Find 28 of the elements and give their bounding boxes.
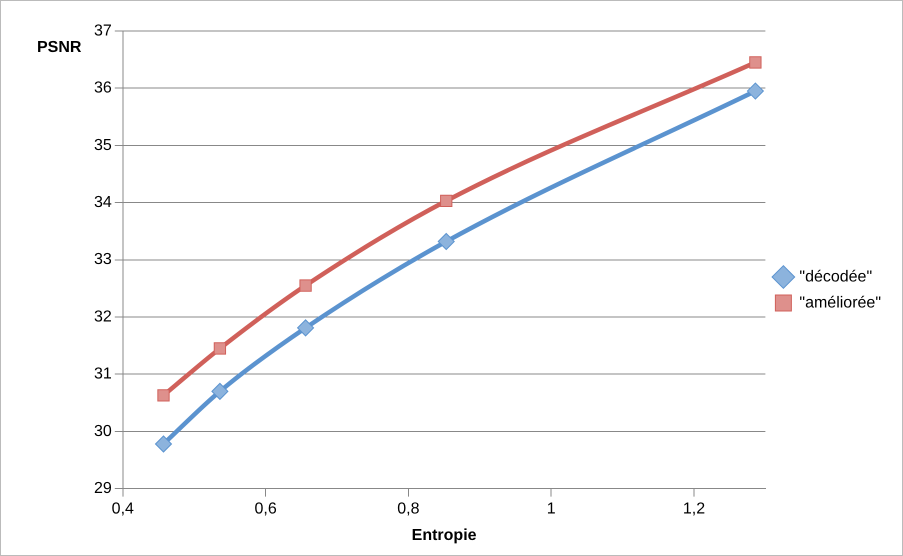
y-tick-label: 36 — [94, 80, 112, 97]
point — [440, 194, 452, 208]
x-tick-label: 1 — [546, 500, 556, 518]
point — [297, 319, 314, 336]
point — [157, 389, 170, 402]
y-tick-label: 33 — [94, 251, 112, 268]
legend-label: "décodée" — [799, 268, 872, 286]
y-tick-label: 34 — [94, 194, 112, 212]
legend-label: "améliorée" — [799, 294, 882, 312]
y-tick-label: 31 — [94, 366, 112, 383]
point — [299, 279, 312, 292]
y-tick-label: 32 — [94, 308, 112, 326]
y-tick-label: 35 — [94, 136, 112, 154]
y-tick-label: 30 — [94, 422, 112, 440]
point — [211, 382, 228, 400]
y-axis-title: PSNR — [37, 39, 82, 57]
y-tick-label: 29 — [94, 480, 112, 498]
y-tick-label: 37 — [94, 22, 112, 40]
point — [438, 232, 455, 250]
x-tick-label: 1,2 — [682, 500, 706, 518]
x-tick-label: 0,8 — [397, 500, 420, 518]
x-tick-label: 0,6 — [254, 500, 277, 518]
x-tick-label: 0,4 — [112, 500, 134, 518]
point — [749, 56, 762, 69]
x-axis-title: Entropie — [412, 526, 477, 544]
point — [214, 342, 226, 355]
point — [154, 435, 172, 452]
point — [746, 82, 764, 100]
